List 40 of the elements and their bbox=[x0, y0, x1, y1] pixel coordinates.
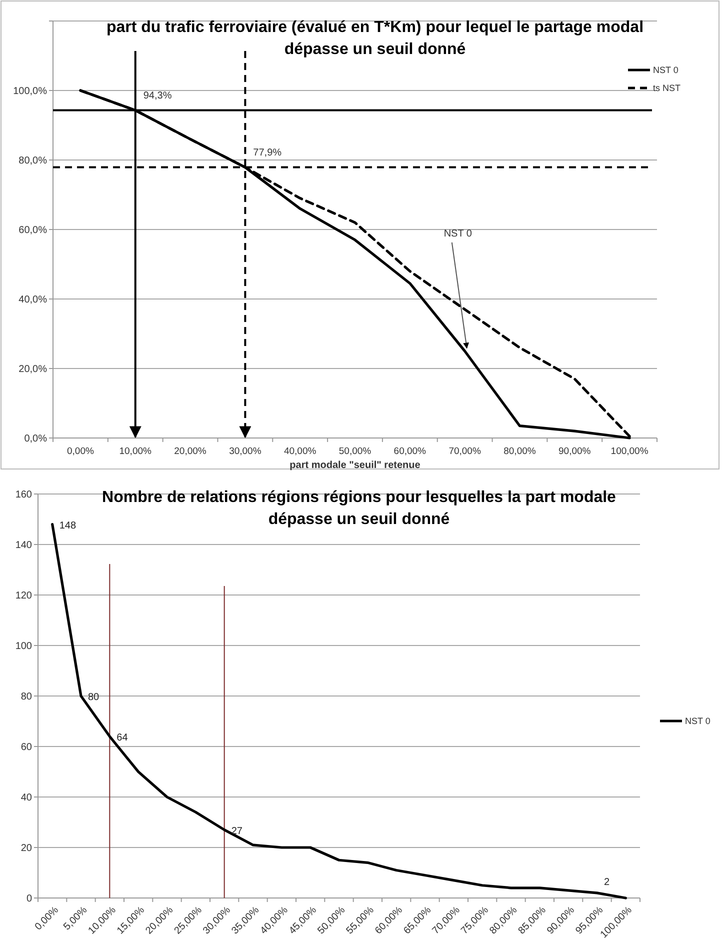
y-tick-label: 80 bbox=[20, 692, 32, 702]
y-tick-label: 80,0% bbox=[18, 156, 48, 166]
y-tick-label: 140 bbox=[15, 540, 32, 551]
text: part du trafic ferroviaire (évalué en T*Km) pour lequel le partage modal dépasse un seuil donné bbox=[106, 19, 644, 58]
annotation: NST 0 bbox=[444, 228, 472, 240]
y-tick-label: 100,0% bbox=[13, 86, 48, 97]
x-tick-label: 0,00% bbox=[66, 446, 94, 457]
y-tick-label: 20 bbox=[20, 843, 32, 854]
y-tick-label: 20,0% bbox=[18, 364, 48, 375]
ref-line-label: 94,3% bbox=[143, 90, 172, 102]
data-label: 2 bbox=[604, 876, 610, 888]
legend-label: NST 0 bbox=[653, 65, 678, 76]
chart-title: Nombre de relations régions régions pour lesquelles la part modale dépasse un seuil donné bbox=[102, 489, 616, 528]
x-tick-label: 90,00% bbox=[558, 446, 592, 457]
x-tick-label: 70,00% bbox=[448, 446, 482, 457]
data-label: 148 bbox=[59, 520, 76, 532]
y-tick-label: 0,0% bbox=[24, 434, 48, 444]
y-tick-label: 60,0% bbox=[18, 225, 48, 236]
x-tick-label: 20,00% bbox=[174, 446, 207, 457]
y-tick-label: 0 bbox=[26, 894, 32, 904]
legend-label: ts NST bbox=[653, 83, 682, 94]
x-tick-label: 100,00% bbox=[610, 446, 649, 457]
x-tick-label: 10,00% bbox=[119, 446, 152, 457]
x-tick-label: 60,00% bbox=[394, 446, 427, 457]
y-tick-label: 120 bbox=[15, 590, 32, 602]
ref-line-label: 77,9% bbox=[253, 147, 282, 158]
y-tick-label: 100 bbox=[15, 641, 32, 652]
x-tick-label: 40,00% bbox=[284, 446, 317, 457]
x-axis-title: part modale "seuil" retenue bbox=[290, 460, 421, 471]
y-tick-label: 40,0% bbox=[18, 294, 48, 306]
y-tick-label: 40 bbox=[20, 792, 32, 804]
y-tick-label: 160 bbox=[15, 490, 32, 500]
y-tick-label: 60 bbox=[20, 742, 32, 753]
x-tick-label: 80,00% bbox=[504, 446, 536, 457]
data-label: 27 bbox=[231, 826, 243, 837]
x-tick-label: 50,00% bbox=[338, 446, 372, 457]
legend-label: NST 0 bbox=[685, 716, 710, 726]
data-label: 80 bbox=[88, 692, 100, 703]
data-label: 64 bbox=[116, 732, 128, 744]
x-tick-label: 30,00% bbox=[229, 446, 262, 457]
